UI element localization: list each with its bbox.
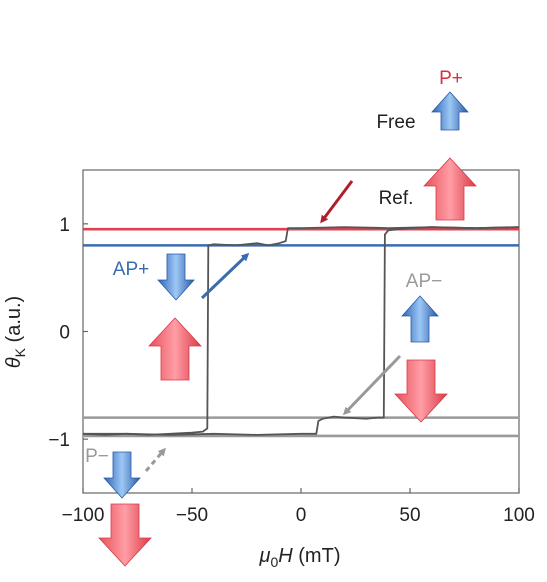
label-p-minus: P− xyxy=(85,446,109,467)
y-subK: K xyxy=(12,347,28,357)
y-axis-title: θK (a.u.) xyxy=(3,296,28,368)
ap-minus-free-up-arrow-icon xyxy=(401,295,439,343)
ap-plus-free-down-arrow-icon xyxy=(157,253,195,301)
y-unit: (a.u.) xyxy=(3,296,25,348)
x-unit: (mT) xyxy=(293,545,341,567)
data-series xyxy=(82,226,520,436)
x-tick-label: 50 xyxy=(399,505,420,526)
pointer-arrow-p-minus xyxy=(144,447,166,472)
label-ap-plus: AP+ xyxy=(113,259,149,280)
reference-lines xyxy=(83,227,519,438)
pointer-arrow-ap-minus xyxy=(342,354,402,416)
x-axis-title: μ0H (mT) xyxy=(259,545,341,570)
ref-layer-up-arrow-icon xyxy=(423,157,477,221)
label-free: Free xyxy=(376,112,415,133)
y-tick-label: 0 xyxy=(59,323,70,344)
ap-minus-ref-down-arrow-icon xyxy=(394,359,448,423)
ap-plus-ref-up-arrow-icon xyxy=(148,317,202,381)
x-tick-label: −100 xyxy=(62,505,105,526)
x-tick-label: −50 xyxy=(176,505,208,526)
p-minus-ref-down-arrow-icon xyxy=(98,503,152,567)
x-mu: μ xyxy=(259,545,271,567)
x-H: H xyxy=(278,545,293,567)
hysteresis-branch-1 xyxy=(83,226,520,436)
p-minus-free-down-arrow-icon xyxy=(103,451,141,499)
pointer-arrow-p-plus xyxy=(320,180,354,224)
y-tick-label: −1 xyxy=(48,430,70,451)
y-tick-label: 1 xyxy=(59,215,70,236)
y-theta: θ xyxy=(3,357,25,368)
axis-ticks: −100 −50 0 50 100 1 0 −1 xyxy=(48,215,535,526)
label-ap-minus: AP− xyxy=(406,271,442,292)
x-sub0: 0 xyxy=(270,554,278,570)
label-ref: Ref. xyxy=(379,188,414,209)
pointer-arrow-ap-plus xyxy=(200,252,250,300)
label-p-plus: P+ xyxy=(439,68,463,89)
x-tick-label: 100 xyxy=(503,505,535,526)
free-layer-up-arrow-icon xyxy=(431,91,469,131)
x-tick-label: 0 xyxy=(296,505,307,526)
